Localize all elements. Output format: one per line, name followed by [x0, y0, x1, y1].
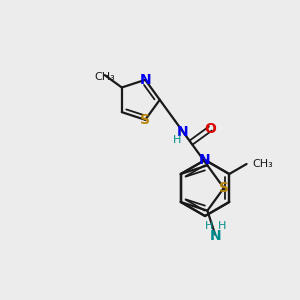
- Text: CH₃: CH₃: [94, 72, 115, 82]
- Text: N: N: [199, 153, 211, 167]
- Text: N: N: [177, 125, 189, 139]
- Text: N: N: [209, 230, 221, 243]
- Text: S: S: [140, 113, 150, 127]
- Text: H: H: [173, 135, 182, 145]
- Text: H: H: [205, 221, 213, 231]
- Text: H: H: [218, 221, 226, 231]
- Text: O: O: [204, 122, 216, 136]
- Text: S: S: [219, 181, 229, 195]
- Text: CH₃: CH₃: [253, 159, 273, 169]
- Text: N: N: [140, 73, 151, 87]
